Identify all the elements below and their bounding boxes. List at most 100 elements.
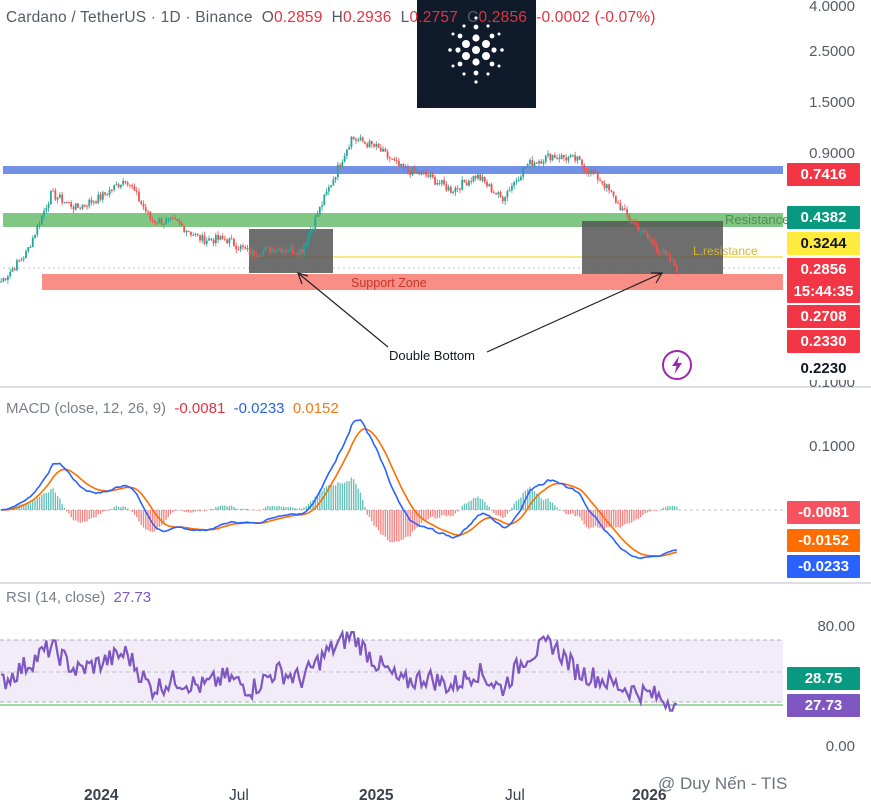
candle-body [88,199,91,207]
macd-hist-bar [475,497,477,510]
macd-hist-bar [133,510,136,515]
macd-hist-bar [651,510,653,511]
candle-body [97,194,100,204]
macd-hist-bar [303,507,305,510]
macd-hist-bar [504,510,506,518]
candle-body [124,180,127,183]
candle-body [101,192,104,200]
candle-body [637,225,640,232]
macd-hist-bar [536,493,538,510]
macd-hist-bar [642,510,644,516]
macd-hist-bar [404,510,407,538]
candle-body [538,161,540,164]
macd-hist-bar [382,510,384,536]
candle-body [601,180,604,184]
flash-icon[interactable] [661,349,693,381]
high-value: 0.2936 [343,9,392,26]
macd-hist-bar [576,510,579,516]
candle-body [140,201,143,204]
candle-body [646,232,649,238]
macd-y-tick: 0.1000 [809,438,855,455]
macd-hist-bar [497,510,500,516]
macd-hist-bar [339,483,341,510]
candle-body [628,215,631,221]
macd-hist-bar [226,506,228,510]
macd-hist-bar [533,491,536,510]
candle-body [43,210,45,216]
candle-body [38,224,41,226]
macd-hist-bar [81,510,84,523]
candle-body [280,248,283,253]
candle-body [578,156,581,160]
macd-hist-bar [32,500,34,510]
macd-hist-bar [72,510,75,521]
candle-body [664,250,667,255]
candle-body [237,249,240,251]
candle-body [520,176,522,181]
candle-body [614,195,617,203]
macd-hist-bar [228,505,231,510]
macd-hist-bar [240,508,242,510]
low-value: 0.2757 [409,9,459,26]
candle-body [314,216,317,229]
macd-hist-bar [319,491,321,510]
candle-body [167,218,170,220]
macd-hist-bar [20,504,23,510]
macd-hist-bar [484,501,486,510]
candle-body [262,250,265,256]
macd-hist-bar [253,510,255,511]
macd-hist-bar [111,508,113,510]
candle-body [18,260,21,262]
macd-hist-bar [436,510,438,519]
macd-hist-bar [364,506,366,510]
candle-body [436,182,439,185]
candle-body [336,164,339,178]
macd-hist-bar [574,510,576,517]
candle-body [633,222,635,224]
candle-body [429,174,432,177]
candle-body [384,148,387,152]
resistance-label: Resistance [725,212,789,227]
macd-hist-bar [667,506,669,510]
candle-body [203,235,206,244]
macd-hist-bar [131,510,133,512]
macd-hist-bar [90,510,93,519]
y-tick-partial: 0.1000 [809,378,855,387]
candle-body [483,177,486,183]
macd-hist-bar [95,510,97,518]
macd-title: MACD (close, 12, 26, 9) -0.0081 -0.0233 … [6,400,339,417]
macd-hist-bar [380,510,382,535]
macd-hist-bar [219,505,222,510]
macd-hist-bar [27,502,29,510]
macd-hist-bar [88,510,90,520]
macd-hist-bar [400,510,402,540]
macd-hist-bar [637,510,640,519]
macd-hist-bar [671,505,674,510]
macd-hist-bar [106,510,109,512]
candle-body [185,230,188,233]
candle-body [115,184,118,186]
macd-hist-bar [493,510,495,514]
macd-hist-bar [522,492,524,510]
candle-body [407,166,409,171]
macd-hist-bar [332,485,335,510]
candle-body [246,248,249,250]
macd-hist-bar [264,507,267,510]
candle-body [287,250,290,252]
candle-body [368,141,371,148]
candle-body [621,208,624,211]
candle-body [581,159,583,166]
rsi-tag: 27.73 [787,694,860,717]
macd-hist-bar [151,510,154,532]
macd-hist-bar [529,486,531,510]
candle-body [156,222,158,224]
watermark: @ Duy Nến - TIS [658,774,788,793]
macd-hist-bar [495,510,497,516]
candle-body [542,161,545,164]
candle-body [294,252,296,254]
y-tick: 1.5000 [809,94,855,111]
macd-hist-bar [513,503,515,510]
candle-body [221,236,224,239]
candle-body [25,251,27,259]
macd-hist-bar [235,508,237,510]
